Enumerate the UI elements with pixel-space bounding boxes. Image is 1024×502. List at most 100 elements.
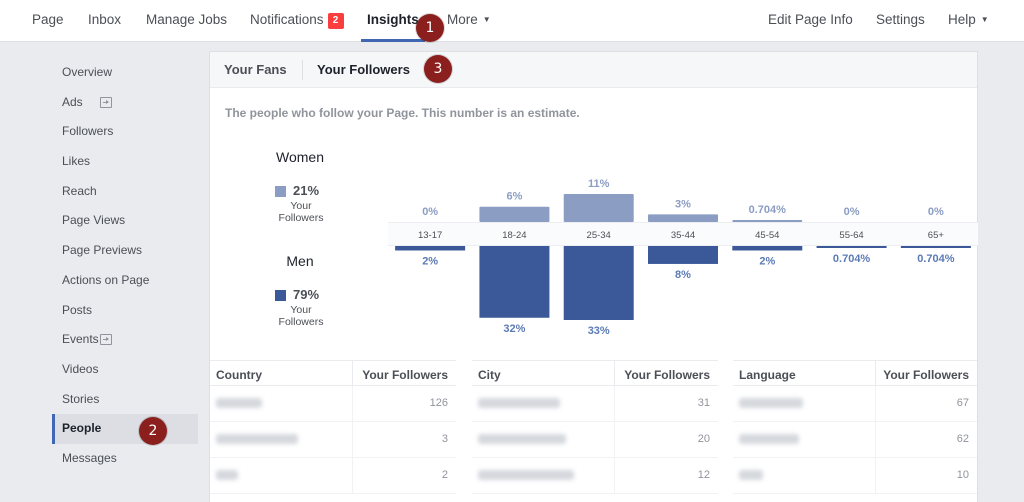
column-divider <box>875 422 876 458</box>
notifications-count-badge: 2 <box>327 13 344 29</box>
tab-divider <box>302 60 303 80</box>
nav-page[interactable]: Page <box>32 0 64 42</box>
sidebar-item-label: Page Views <box>62 213 126 228</box>
nav-notifications[interactable]: Notifications 2 <box>250 0 344 42</box>
age-gender-chart-svg: 0% 2% 13-17 6% 32% 18-24 11% 33% 25-34 3% 8% 35-44 0… <box>395 178 971 337</box>
nav-inbox[interactable]: Inbox <box>88 0 121 42</box>
tab-your-followers[interactable]: Your Followers <box>317 62 410 77</box>
nav-more[interactable]: More ▼ <box>447 0 491 42</box>
step-marker-2: 2 <box>139 417 167 445</box>
sidebar-item-label: Page Previews <box>62 243 143 258</box>
redacted-country <box>216 470 238 480</box>
sidebar-item-page-views[interactable]: Page Views <box>52 206 198 236</box>
women-data-label: 3% <box>675 198 691 210</box>
sidebar-item-label: Events <box>62 332 99 347</box>
sidebar-item-messages[interactable]: Messages <box>52 444 198 474</box>
men-bar <box>816 246 887 248</box>
sidebar-item-likes[interactable]: Likes <box>52 147 198 177</box>
followers-column-header: Your Followers <box>624 368 710 382</box>
insights-sidebar: Overview Ads Followers Likes Reach Page … <box>52 58 198 474</box>
nav-help[interactable]: Help ▼ <box>948 0 989 42</box>
age-category-label: 55-64 <box>839 230 863 241</box>
step-marker-1: 1 <box>416 14 444 42</box>
redacted-language <box>739 470 763 480</box>
nav-insights[interactable]: Insights <box>361 0 425 42</box>
men-data-label: 0.704% <box>917 253 955 265</box>
column-divider <box>614 422 615 458</box>
sidebar-item-label: Reach <box>62 183 97 198</box>
column-divider <box>352 458 353 494</box>
column-divider <box>614 386 615 422</box>
sidebar-item-label: Ads <box>62 94 83 109</box>
language-table: Language Your Followers 67 62 10 <box>733 360 977 502</box>
table-header: City Your Followers <box>472 360 718 387</box>
women-legend-swatch <box>275 186 286 197</box>
people-panel: Your Fans Your Followers The people who … <box>209 51 978 502</box>
men-bar <box>648 246 718 264</box>
promote-icon <box>100 334 112 346</box>
promote-icon <box>100 96 112 108</box>
city-column-header: City <box>478 368 501 382</box>
nav-notifications-label: Notifications <box>250 12 324 27</box>
follower-count: 3 <box>441 433 448 445</box>
women-title: Women <box>276 149 324 165</box>
men-bar <box>563 246 634 320</box>
women-data-label: 11% <box>588 178 610 190</box>
sidebar-item-events[interactable]: Events <box>52 325 198 355</box>
nav-settings[interactable]: Settings <box>876 0 925 42</box>
sidebar-item-label: Likes <box>62 154 91 169</box>
follower-count: 126 <box>429 397 448 409</box>
age-category-label: 65+ <box>928 230 945 241</box>
age-category-label: 35-44 <box>671 230 695 241</box>
country-column-header: Country <box>216 368 262 382</box>
men-bar <box>479 246 550 318</box>
table-header: Language Your Followers <box>733 360 977 387</box>
followers-column-header: Your Followers <box>362 368 448 382</box>
sidebar-item-page-previews[interactable]: Page Previews <box>52 236 198 266</box>
redacted-country <box>216 434 298 444</box>
follower-count: 62 <box>956 433 969 445</box>
nav-edit-page-info[interactable]: Edit Page Info <box>768 0 853 42</box>
age-category-label: 18-24 <box>502 230 526 241</box>
age-category-label: 45-54 <box>755 230 779 241</box>
step-marker-3: 3 <box>424 55 452 83</box>
table-row: 12 <box>472 458 718 494</box>
sidebar-item-posts[interactable]: Posts <box>52 296 198 326</box>
women-bar <box>732 220 803 222</box>
people-tabs: Your Fans Your Followers <box>210 52 977 88</box>
sidebar-item-label: Actions on Page <box>62 272 150 287</box>
sidebar-item-label: People <box>62 421 102 436</box>
women-bar <box>648 214 718 222</box>
redacted-city <box>478 434 566 444</box>
redacted-city <box>478 398 560 408</box>
city-table: City Your Followers 31 20 12 <box>472 360 718 502</box>
sidebar-item-reach[interactable]: Reach <box>52 177 198 207</box>
sidebar-item-videos[interactable]: Videos <box>52 355 198 385</box>
table-row: 3 <box>210 422 456 458</box>
table-row: 2 <box>210 458 456 494</box>
sidebar-item-overview[interactable]: Overview <box>52 58 198 88</box>
tab-your-fans[interactable]: Your Fans <box>224 62 287 77</box>
column-divider <box>875 386 876 422</box>
table-row: 62 <box>733 422 977 458</box>
column-divider <box>614 361 615 387</box>
sidebar-item-stories[interactable]: Stories <box>52 385 198 415</box>
language-column-header: Language <box>739 368 796 382</box>
top-navigation: Page Inbox Manage Jobs Notifications 2 In… <box>0 0 1024 42</box>
sidebar-item-people[interactable]: People <box>52 414 198 444</box>
men-bar <box>900 246 971 248</box>
age-axis-band <box>388 222 978 246</box>
sidebar-item-label: Posts <box>62 302 93 317</box>
women-data-label: 6% <box>506 191 522 203</box>
sidebar-item-label: Videos <box>62 361 99 376</box>
sidebar-item-followers[interactable]: Followers <box>52 117 198 147</box>
nav-manage-jobs[interactable]: Manage Jobs <box>146 0 227 42</box>
sidebar-item-ads[interactable]: Ads <box>52 88 198 118</box>
nav-edit-page-info-label: Edit Page Info <box>768 12 853 27</box>
sidebar-item-actions-on-page[interactable]: Actions on Page <box>52 266 198 296</box>
chevron-down-icon: ▼ <box>980 15 989 24</box>
nav-inbox-label: Inbox <box>88 12 122 27</box>
men-data-label: 2% <box>422 255 438 267</box>
women-percentage: 21% <box>293 183 320 198</box>
column-divider <box>352 386 353 422</box>
